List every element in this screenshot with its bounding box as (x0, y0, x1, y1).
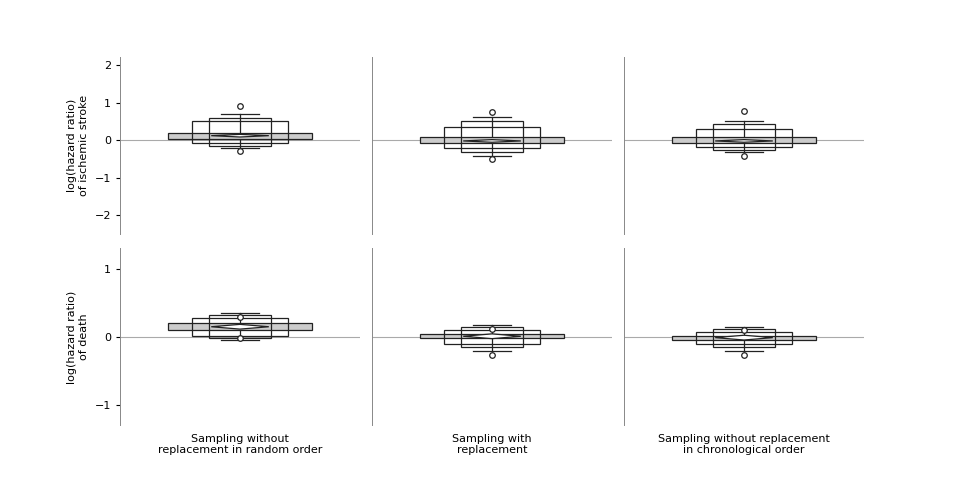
Polygon shape (715, 140, 773, 142)
Bar (209, 118, 272, 146)
Bar (461, 327, 523, 347)
Bar (168, 133, 312, 139)
Bar (672, 336, 816, 340)
Bar (209, 315, 272, 337)
Bar (168, 323, 312, 330)
Bar (712, 329, 775, 347)
Y-axis label: log(hazard ratio)
of ischemic stroke: log(hazard ratio) of ischemic stroke (67, 95, 89, 196)
Polygon shape (463, 140, 520, 142)
Bar (461, 121, 523, 152)
Polygon shape (211, 325, 269, 329)
Bar (192, 121, 288, 143)
Polygon shape (463, 334, 520, 338)
X-axis label: Sampling without
replacement in random order: Sampling without replacement in random o… (157, 434, 323, 456)
Bar (444, 127, 540, 149)
Bar (444, 330, 540, 344)
Bar (420, 334, 564, 338)
X-axis label: Sampling without replacement
in chronological order: Sampling without replacement in chronolo… (658, 434, 830, 456)
Bar (192, 318, 288, 336)
Polygon shape (715, 335, 773, 340)
Bar (696, 129, 792, 147)
Y-axis label: log(hazard ratio)
of death: log(hazard ratio) of death (67, 290, 89, 383)
Bar (696, 332, 792, 344)
Bar (420, 137, 564, 143)
Bar (672, 137, 816, 143)
Polygon shape (211, 134, 269, 137)
Bar (712, 124, 775, 150)
X-axis label: Sampling with
replacement: Sampling with replacement (452, 434, 532, 456)
